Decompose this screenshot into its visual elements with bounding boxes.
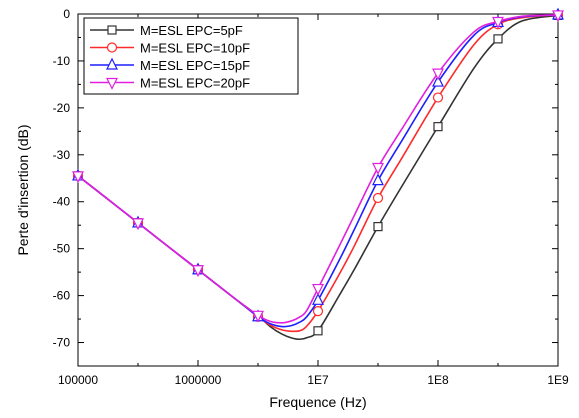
y-tick-label: 0 xyxy=(63,7,70,21)
y-axis-title: Perte d'insertion (dB) xyxy=(15,124,31,255)
y-tick-label: -40 xyxy=(53,195,71,209)
y-tick-label: -10 xyxy=(53,54,71,68)
legend-marker xyxy=(106,77,118,90)
series-4-point xyxy=(372,162,384,175)
series-4-point xyxy=(432,68,444,81)
series-1-point xyxy=(493,34,503,44)
legend-label: M=ESL EPC=15pF xyxy=(140,58,250,73)
legend-label: M=ESL EPC=5pF xyxy=(140,23,243,38)
legend-label: M=ESL EPC=10pF xyxy=(140,41,250,56)
series-1-point xyxy=(433,122,443,132)
series-2-point xyxy=(312,305,324,317)
series-4-point xyxy=(252,310,264,323)
series-4-line xyxy=(77,14,559,324)
series-3-point xyxy=(312,292,324,305)
series-3-point xyxy=(372,173,384,186)
series-3-point xyxy=(432,74,444,87)
series-layer xyxy=(72,7,564,341)
y-tick-label: -20 xyxy=(53,101,71,115)
series-4-point xyxy=(132,218,144,231)
series-4-point xyxy=(552,10,564,23)
axis-tick-labels: 100000 1000000 1E7 1E8 1E9 0 -10 -20 -30 -40 -50 -6… xyxy=(53,7,569,387)
y-tick-label: -30 xyxy=(53,148,71,162)
series-4-point xyxy=(192,265,204,278)
x-axis-title: Frequence (Hz) xyxy=(269,394,366,410)
series-4-point xyxy=(492,16,504,29)
y-tick-label: -50 xyxy=(53,242,71,256)
y-tick-label: -60 xyxy=(53,289,71,303)
x-tick-label: 1E8 xyxy=(427,373,449,387)
series-2-point xyxy=(432,92,444,103)
x-tick-label: 1E7 xyxy=(307,373,329,387)
x-tick-label: 1E9 xyxy=(547,373,569,387)
x-tick-label: 1000000 xyxy=(175,373,222,387)
axis-ticks xyxy=(77,13,559,366)
series-4-point xyxy=(312,283,324,296)
series-4-point xyxy=(72,171,84,184)
legend-marker xyxy=(106,57,118,70)
series-1-point xyxy=(373,222,383,232)
series-1-point xyxy=(313,326,323,336)
legend-label: M=ESL EPC=20pF xyxy=(140,76,250,91)
legend-marker xyxy=(107,25,117,35)
series-4 xyxy=(72,10,564,324)
y-tick-label: -70 xyxy=(53,336,71,350)
x-tick-label: 100000 xyxy=(58,373,98,387)
series-2-point xyxy=(372,192,384,204)
legend: M=ESL EPC=5pF M=ESL EPC=10pF M=ESL EPC=15p… xyxy=(83,17,299,95)
legend-marker xyxy=(106,42,118,53)
